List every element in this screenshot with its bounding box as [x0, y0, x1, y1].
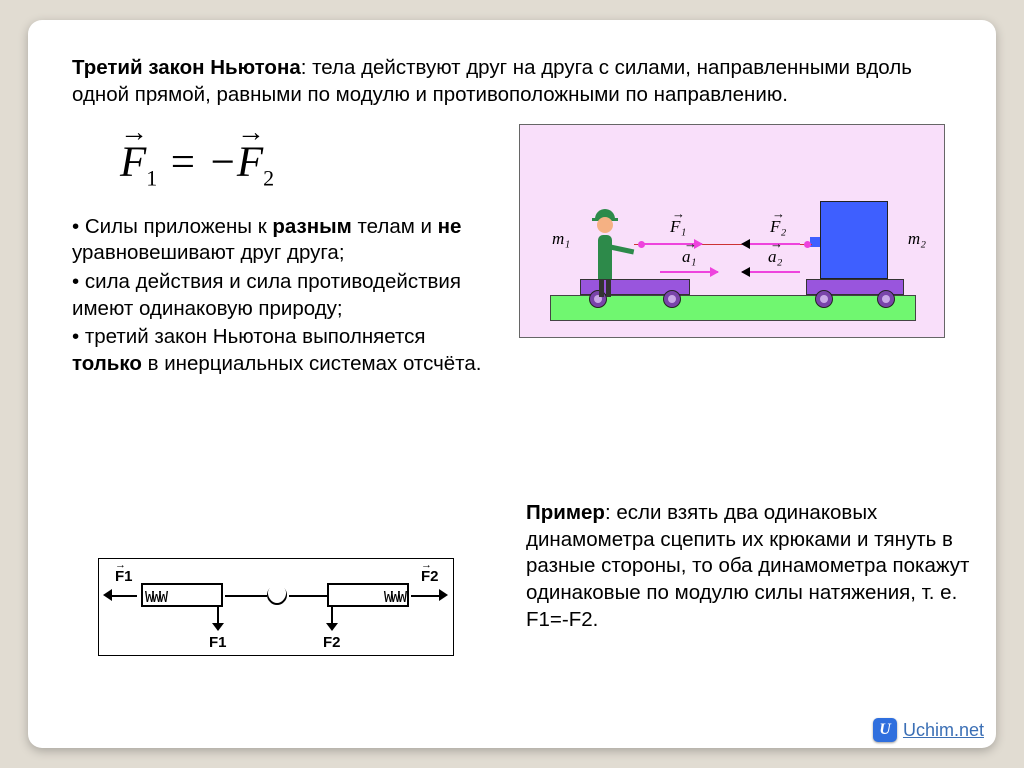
example-paragraph: Пример: если взять два одинаковых динамо… — [526, 500, 986, 633]
source-link[interactable]: U Uchim.net — [873, 718, 984, 742]
right-column: m₁ m₂ F₁ F₂ a₁ a₂ — [519, 118, 952, 379]
site-logo-icon: U — [873, 718, 897, 742]
left-column: → F 1 = − → F 2 • Силы приложены к разны… — [72, 118, 499, 379]
vector-arrow-icon: → — [237, 126, 263, 140]
dyn-label-F2-top: →F2 — [421, 568, 439, 585]
dyn-body-left: WWW — [141, 583, 223, 607]
person-icon — [598, 235, 612, 279]
dyn-hook-right — [289, 595, 327, 597]
dyn-arrow-left-out — [111, 595, 137, 597]
accel-arrow-a2 — [742, 271, 800, 273]
label-m2: m₂ — [908, 229, 926, 249]
label-m1: m₁ — [552, 229, 570, 249]
slide-card: Третий закон Ньютона: тела действуют дру… — [28, 20, 996, 748]
label-F1: F₁ — [670, 217, 686, 237]
vector-F2: → F — [237, 138, 263, 187]
arrowhead-down-icon — [212, 623, 224, 631]
box-load — [820, 201, 888, 279]
vector-arrow-icon: → — [120, 126, 146, 140]
spring-icon: WWW — [329, 585, 407, 609]
dynamometer-diagram: WWW WWW →F1 →F2 F1 F2 — [98, 558, 454, 656]
label-F2: F₂ — [770, 217, 786, 237]
cart-left — [580, 279, 690, 295]
cart-right — [806, 279, 904, 295]
bullet-1: • Силы приложены к разным телам и не ура… — [72, 214, 499, 267]
law-statement: Третий закон Ньютона: тела действуют дру… — [72, 54, 952, 108]
dyn-arrow-right-out — [411, 595, 439, 597]
arrowhead-left-icon — [103, 589, 112, 601]
example-lead: Пример — [526, 501, 605, 524]
dyn-hook-left — [225, 595, 267, 597]
law-title: Третий закон Ньютона — [72, 56, 301, 79]
cart-diagram: m₁ m₂ F₁ F₂ a₁ a₂ — [519, 124, 945, 338]
hook-icon — [263, 581, 291, 609]
dyn-label-F1-bottom: F1 — [209, 634, 227, 651]
dyn-body-right: WWW — [327, 583, 409, 607]
formula: → F 1 = − → F 2 — [120, 138, 499, 192]
dyn-label-F1-top: →F1 — [115, 568, 133, 585]
accel-arrow-a1 — [660, 271, 718, 273]
vector-F1: → F — [120, 138, 146, 187]
arrowhead-right-icon — [439, 589, 448, 601]
bullet-list: • Силы приложены к разным телам и не ура… — [72, 214, 499, 378]
arrowhead-down-icon — [326, 623, 338, 631]
middle-row: → F 1 = − → F 2 • Силы приложены к разны… — [72, 118, 952, 379]
bullet-2: • сила действия и сила противодействия и… — [72, 269, 499, 322]
source-link-text[interactable]: Uchim.net — [903, 720, 984, 741]
spring-icon: WWW — [143, 585, 221, 609]
bullet-3: • третий закон Ньютона выполняется тольк… — [72, 324, 499, 377]
box-hook — [810, 237, 820, 247]
label-a1: a₁ — [682, 247, 696, 267]
label-a2: a₂ — [768, 247, 782, 267]
dyn-label-F2-bottom: F2 — [323, 634, 341, 651]
